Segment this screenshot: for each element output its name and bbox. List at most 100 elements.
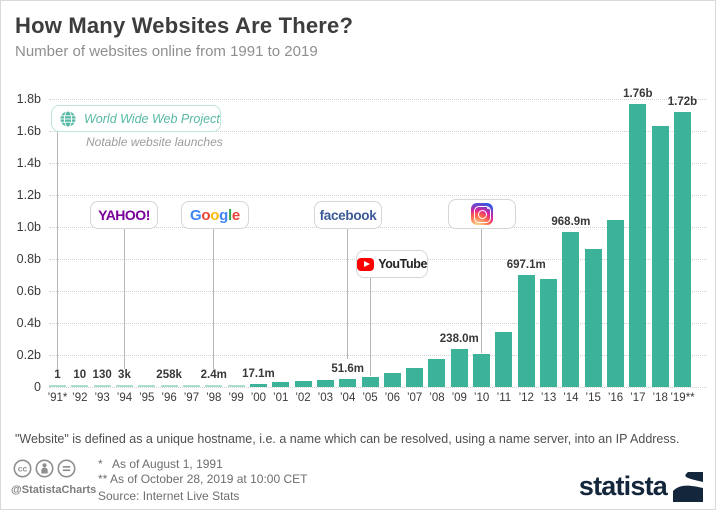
bar-93 [93,385,111,387]
bar-value-label: 51.6m [331,362,364,375]
bar-15 [584,248,602,387]
launch-line-instagram [481,229,483,353]
bar-14 [562,231,580,387]
cc-icon: cc [13,459,32,478]
youtube-logo: YouTube [378,257,427,271]
statista-wordmark: statista [578,471,668,501]
x-tick-label: ’17 [630,392,646,404]
x-tick-label: ’05 [362,392,378,404]
bar-series [49,99,691,387]
globe-icon [59,110,77,127]
bar-07 [406,367,424,387]
x-tick-label: ’12 [518,392,534,404]
x-tick-label: ’15 [585,392,601,404]
bar-02 [294,380,312,387]
x-tick-label: ’19** [670,392,695,404]
gridline [49,195,707,196]
cc-attribution-icon [35,459,54,478]
bar-18 [651,126,669,387]
bar-04 [339,378,357,387]
x-tick-label: ’10 [473,392,490,404]
page-subtitle: Number of websites online from 1991 to 2… [15,43,318,60]
www-project-badge: World Wide Web Project [51,105,221,132]
bar-03 [316,380,334,387]
x-tick-label: ’96 [161,392,177,404]
x-tick-label: ’02 [295,392,311,404]
statista-logo-icon [673,471,703,502]
gridline [49,291,707,292]
bar-97 [182,385,200,387]
bar-value-label: 3k [118,369,131,381]
bar-10 [473,353,491,387]
gridline [49,355,707,356]
launch-line-google [213,229,215,369]
youtube-logo-badge: YouTube [356,250,428,278]
gridline [49,99,707,100]
bar-12 [517,275,535,387]
x-tick-label: ’11 [496,392,512,404]
gridline [49,131,707,132]
youtube-play-icon [357,257,375,271]
facebook-logo: facebook [319,207,377,223]
bar-06 [383,373,401,387]
google-logo: Google [190,206,240,224]
bar-value-label: 1.72b [667,95,698,108]
x-tick-label: ’01 [273,392,289,404]
x-tick-label: ’13 [540,392,557,404]
launch-line-youtube [369,278,371,376]
page-title: How Many Websites Are There? [15,13,354,38]
bar-05 [361,376,379,387]
x-tick-label: ’93 [94,392,110,404]
yahoo-logo: YAHOO! [98,207,150,223]
svg-text:cc: cc [18,464,28,474]
bar-92 [71,385,89,387]
y-tick-label: 1.4b [16,156,41,170]
x-tick-label: ’99 [228,392,244,404]
bar-09 [450,348,468,387]
x-tick-label: ’04 [339,392,356,404]
x-tick-label: ’91* [47,392,68,404]
bar-19 [674,111,691,387]
facebook-logo-badge: facebook [314,201,382,229]
bar-96 [160,385,178,387]
bar-value-label: 2.4m [200,369,227,381]
gridline [49,163,707,164]
gridline [49,323,707,324]
launch-caption: Notable website launches [86,135,223,149]
x-tick-label: ’97 [183,392,200,404]
bar-value-label: 258k [156,369,182,381]
yahoo-logo-badge: YAHOO! [90,201,158,229]
bar-16 [607,219,625,387]
y-tick-label: 0.6b [16,284,41,298]
bar-value-label: 10 [73,369,87,381]
bar-value-label: 1.76b [623,88,653,101]
footnote-1: * As of August 1, 1991 [98,457,223,471]
bar-value-label: 968.9m [551,215,591,228]
creative-commons-icons: cc [13,459,76,478]
instagram-logo-badge [448,199,516,229]
bar-01 [272,382,290,387]
www-project-label: World Wide Web Project [84,111,220,126]
google-logo-badge: Google [181,201,249,229]
x-tick-label: ’06 [384,392,400,404]
source-note: Source: Internet Live Stats [98,489,240,503]
y-tick-label: 1.8b [16,92,41,106]
y-tick-label: 0.4b [16,316,41,330]
instagram-icon [471,203,493,225]
launch-line-world-wide-web-project [57,132,58,369]
x-tick-label: ’09 [451,392,467,404]
y-tick-label: 1.2b [16,188,41,202]
x-tick-label: ’07 [406,392,423,404]
bar-08 [428,359,446,387]
x-tick-label: ’94 [116,392,133,404]
definition-note: "Website" is defined as a unique hostnam… [15,432,680,446]
bar-98 [205,385,223,387]
x-tick-label: ’92 [72,392,88,404]
y-tick-label: 1.0b [16,220,41,234]
cc-nd-icon [57,459,76,478]
launch-line-facebook [347,229,349,359]
x-tick-label: ’16 [607,392,624,404]
bar-94 [115,385,133,387]
bar-99 [227,385,245,387]
bar-value-label: 1 [54,369,61,381]
